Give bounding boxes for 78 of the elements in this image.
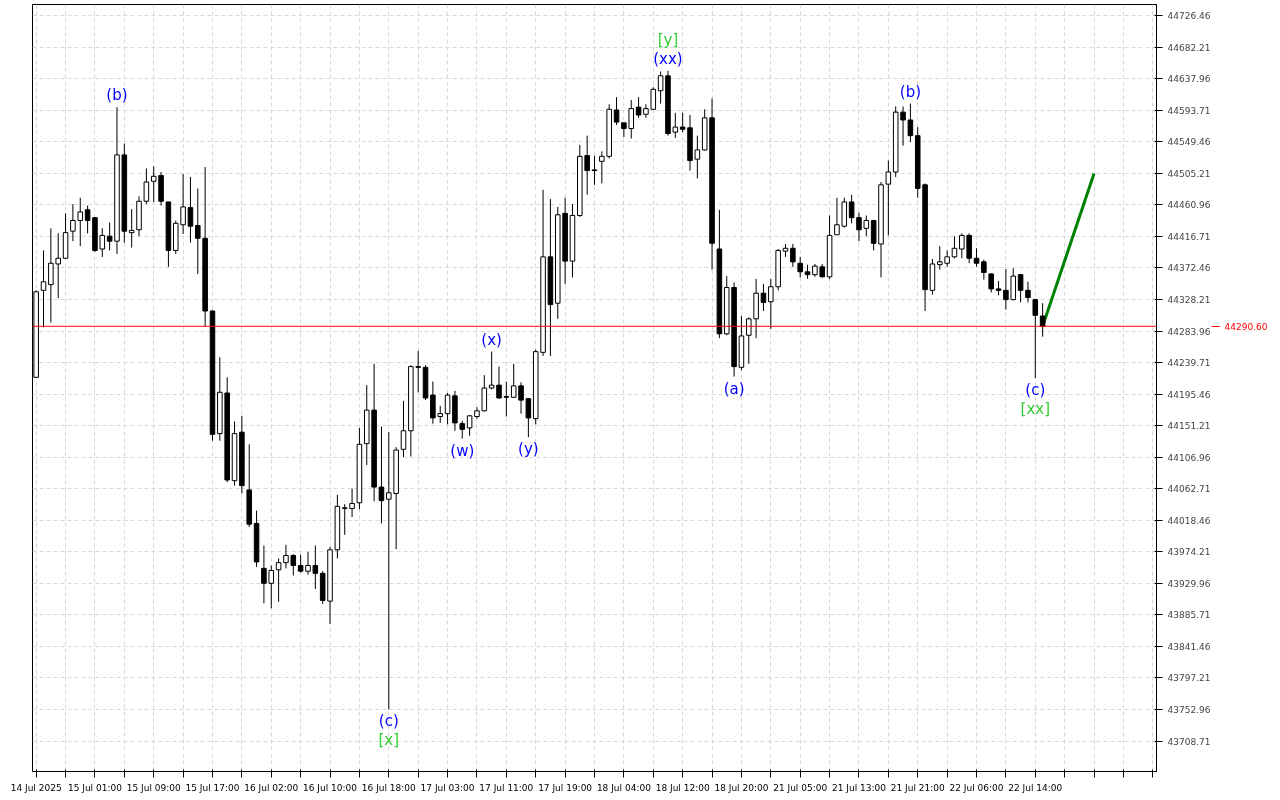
x-tick-label: 22 Jul 14:00	[1008, 782, 1063, 793]
annotation: (c)	[1025, 381, 1046, 400]
candlestick	[143, 167, 150, 205]
annotation: (x)	[481, 330, 502, 349]
x-tick-label: 18 Jul 12:00	[655, 782, 710, 793]
y-tick-label: 43974.21	[1167, 547, 1211, 558]
y-tick-label: 44372.46	[1167, 263, 1211, 274]
candlestick	[988, 272, 994, 293]
x-tick-label: 15 Jul 09:00	[126, 782, 181, 793]
x-tick-label: 16 Jul 02:00	[244, 782, 299, 793]
candlestick	[797, 256, 803, 279]
annotation: (a)	[723, 379, 745, 398]
annotation: (w)	[450, 441, 475, 460]
y-tick-label: 43797.21	[1167, 673, 1211, 684]
x-tick-label: 14 Jul 2025	[10, 782, 62, 793]
y-tick-label: 44726.46	[1167, 11, 1211, 22]
candlestick	[275, 557, 282, 603]
candlestick	[790, 243, 796, 268]
y-tick-label: 44637.96	[1167, 74, 1211, 85]
y-tick-label: 43752.96	[1167, 705, 1211, 716]
candlestick	[885, 160, 892, 236]
y-tick-label: 44460.96	[1167, 200, 1211, 211]
y-tick-label: 44062.71	[1167, 484, 1211, 495]
y-tick-label: 44682.21	[1167, 42, 1211, 53]
candlestick	[981, 259, 987, 281]
candlestick	[973, 247, 980, 268]
y-tick-label: 44549.46	[1167, 137, 1211, 148]
x-tick-label: 18 Jul 04:00	[596, 782, 652, 793]
candlestick	[613, 96, 620, 126]
y-tick-label: 43708.71	[1167, 736, 1211, 747]
candlestick	[1017, 273, 1024, 303]
y-tick-label: 44283.96	[1167, 326, 1211, 337]
annotation: (y)	[518, 440, 539, 459]
annotation: [x]	[378, 731, 400, 750]
x-tick-label: 21 Jul 13:00	[831, 782, 887, 793]
candlestick	[128, 208, 135, 249]
x-tick-label: 16 Jul 18:00	[361, 782, 417, 793]
x-tick-label: 15 Jul 17:00	[185, 782, 240, 793]
candlestick	[187, 176, 194, 244]
x-tick-label: 17 Jul 19:00	[538, 782, 593, 793]
y-tick-label: 44018.46	[1167, 515, 1211, 526]
annotation: (b)	[106, 86, 128, 105]
candlestick	[378, 425, 385, 524]
candlestick	[444, 392, 451, 425]
y-tick-label: 43885.71	[1167, 610, 1211, 621]
y-tick-label: 44328.21	[1167, 294, 1211, 305]
x-tick-label: 18 Jul 20:00	[714, 782, 769, 793]
x-tick-label: 17 Jul 03:00	[420, 782, 475, 793]
x-tick-label: 22 Jul 06:00	[949, 782, 1004, 793]
candlestick	[768, 278, 774, 330]
candlestick	[591, 155, 598, 186]
annotation: (xx)	[653, 49, 683, 68]
candlestick	[907, 103, 914, 143]
y-tick-label: 44106.96	[1167, 452, 1211, 463]
x-tick-label: 17 Jul 11:00	[479, 782, 534, 793]
x-tick-label: 16 Jul 10:00	[303, 782, 358, 793]
annotation: [y]	[657, 30, 679, 49]
candlestick	[746, 316, 752, 365]
x-tick-label: 15 Jul 01:00	[67, 782, 123, 793]
candlestick	[40, 249, 47, 328]
y-tick-label: 44239.71	[1167, 358, 1211, 369]
x-tick-label: 21 Jul 05:00	[773, 782, 828, 793]
annotation: (c)	[378, 712, 399, 731]
x-tick-label: 21 Jul 21:00	[890, 782, 945, 793]
y-tick-label: 44151.21	[1167, 421, 1211, 432]
candlestick	[1039, 302, 1046, 338]
y-tick-label: 43929.96	[1167, 578, 1211, 589]
y-tick-label: 43841.46	[1167, 641, 1211, 652]
annotation: (b)	[899, 82, 922, 101]
y-tick-label: 44505.21	[1167, 168, 1211, 179]
annotation: [xx]	[1020, 400, 1051, 419]
candlestick	[1025, 281, 1031, 303]
ref-line-label: 44290.60	[1224, 321, 1268, 332]
y-tick-label: 44593.71	[1167, 105, 1211, 116]
y-tick-label: 44195.46	[1167, 389, 1211, 400]
candlestick	[1032, 298, 1039, 379]
candlestick	[400, 400, 407, 458]
y-tick-label: 44416.71	[1167, 231, 1211, 242]
